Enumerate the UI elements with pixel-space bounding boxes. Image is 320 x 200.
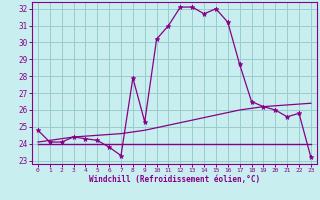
- X-axis label: Windchill (Refroidissement éolien,°C): Windchill (Refroidissement éolien,°C): [89, 175, 260, 184]
